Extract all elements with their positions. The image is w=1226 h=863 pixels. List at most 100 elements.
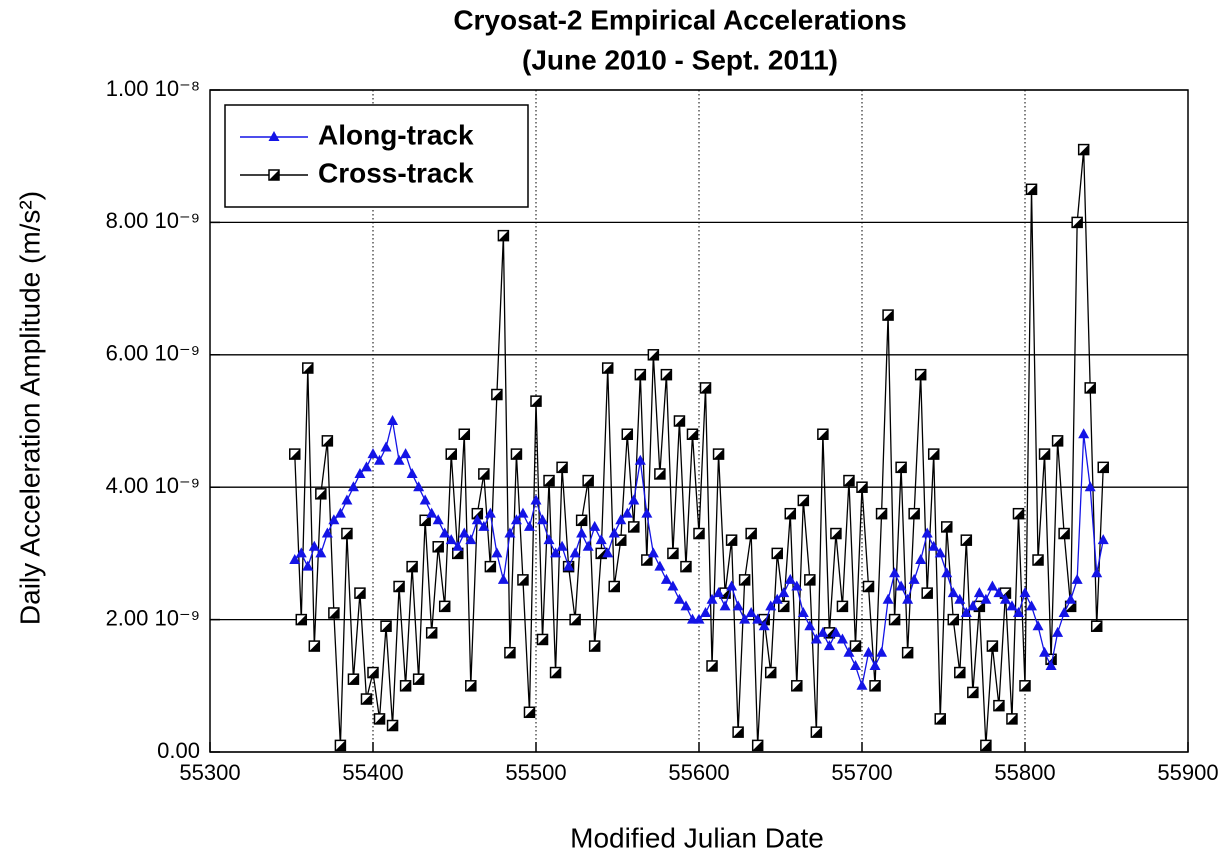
marker-shape <box>706 593 718 604</box>
marker-shape <box>908 573 920 584</box>
marker-shape <box>680 561 691 572</box>
data-point <box>732 600 744 611</box>
marker-shape <box>452 540 464 551</box>
data-point <box>510 514 522 525</box>
marker-shape <box>810 633 822 644</box>
x-tick-label: 55700 <box>831 760 892 785</box>
marker-shape <box>986 580 998 591</box>
data-point <box>563 560 575 571</box>
marker-shape <box>537 634 548 645</box>
marker-shape <box>608 527 620 538</box>
data-point <box>426 507 438 518</box>
legend-label: Cross-track <box>318 157 474 188</box>
marker-shape <box>1098 462 1109 473</box>
marker-shape <box>570 614 581 625</box>
data-point <box>980 739 992 752</box>
marker-shape <box>347 481 359 492</box>
data-point <box>419 494 431 505</box>
data-point <box>1071 573 1083 584</box>
data-point <box>393 580 405 593</box>
data-point <box>634 368 647 381</box>
marker-shape <box>634 454 646 465</box>
data-point <box>628 494 640 505</box>
marker-shape <box>909 508 920 519</box>
data-point <box>941 567 953 578</box>
marker-shape <box>1078 428 1090 439</box>
marker-shape <box>374 713 385 724</box>
data-point <box>745 606 757 617</box>
marker-shape <box>615 514 627 525</box>
marker-shape <box>1065 601 1076 612</box>
marker-shape <box>889 567 901 578</box>
data-point <box>647 349 660 361</box>
marker-shape <box>843 475 854 486</box>
marker-shape <box>784 573 796 584</box>
marker-shape <box>804 620 816 631</box>
data-point <box>641 507 653 518</box>
marker-shape <box>928 449 939 460</box>
marker-shape <box>413 674 424 685</box>
marker-shape <box>902 593 914 604</box>
data-point <box>810 633 822 644</box>
marker-shape <box>393 454 405 465</box>
data-point <box>439 527 451 538</box>
data-point <box>725 534 738 546</box>
data-point <box>380 620 392 632</box>
data-point <box>921 527 933 538</box>
data-point <box>588 640 601 652</box>
marker-shape <box>883 310 894 321</box>
marker-shape <box>694 528 704 539</box>
data-point <box>849 640 862 652</box>
data-point <box>504 646 516 659</box>
marker-shape <box>622 429 633 440</box>
marker-shape <box>439 601 450 612</box>
marker-shape <box>354 588 365 599</box>
marker-shape <box>954 667 965 678</box>
data-point <box>712 448 725 460</box>
data-point <box>693 613 705 624</box>
marker-shape <box>432 514 444 525</box>
data-point <box>706 660 718 672</box>
marker-shape <box>589 641 600 652</box>
data-point <box>999 593 1011 604</box>
data-point <box>1078 428 1090 439</box>
data-point <box>321 527 333 538</box>
marker-shape <box>1097 534 1109 545</box>
data-point <box>406 560 418 573</box>
data-point <box>810 726 823 738</box>
x-tick-label: 55500 <box>505 760 566 785</box>
marker-shape <box>980 740 991 751</box>
data-point <box>315 488 327 500</box>
marker-shape <box>667 580 679 591</box>
marker-shape <box>452 548 463 559</box>
data-point <box>908 507 920 520</box>
data-point <box>654 560 666 571</box>
data-point <box>1025 183 1038 196</box>
data-point <box>399 680 412 692</box>
data-point <box>784 507 797 520</box>
y-tick-label: 1.00 10⁻⁸ <box>106 76 200 101</box>
x-tick-label: 55400 <box>342 760 403 785</box>
data-point <box>895 461 907 474</box>
data-point <box>347 673 360 685</box>
marker-shape <box>934 547 946 558</box>
x-axis-title: Modified Julian Date <box>570 822 824 853</box>
marker-shape <box>289 449 300 460</box>
data-point <box>537 514 549 525</box>
marker-shape <box>426 627 437 638</box>
marker-shape <box>433 541 444 552</box>
data-point <box>523 520 535 531</box>
marker-shape <box>869 659 881 670</box>
data-point <box>445 534 457 545</box>
marker-shape <box>491 547 503 558</box>
data-point <box>497 573 509 584</box>
x-tick-label: 55600 <box>668 760 729 785</box>
data-point <box>621 507 633 518</box>
data-point <box>914 368 927 381</box>
marker-shape <box>999 593 1011 604</box>
marker-shape <box>648 349 659 360</box>
chart-title: Cryosat-2 Empirical Accelerations <box>453 4 906 35</box>
marker-shape <box>589 520 601 531</box>
y-tick-label: 8.00 10⁻⁹ <box>106 208 200 233</box>
marker-shape <box>491 389 502 400</box>
